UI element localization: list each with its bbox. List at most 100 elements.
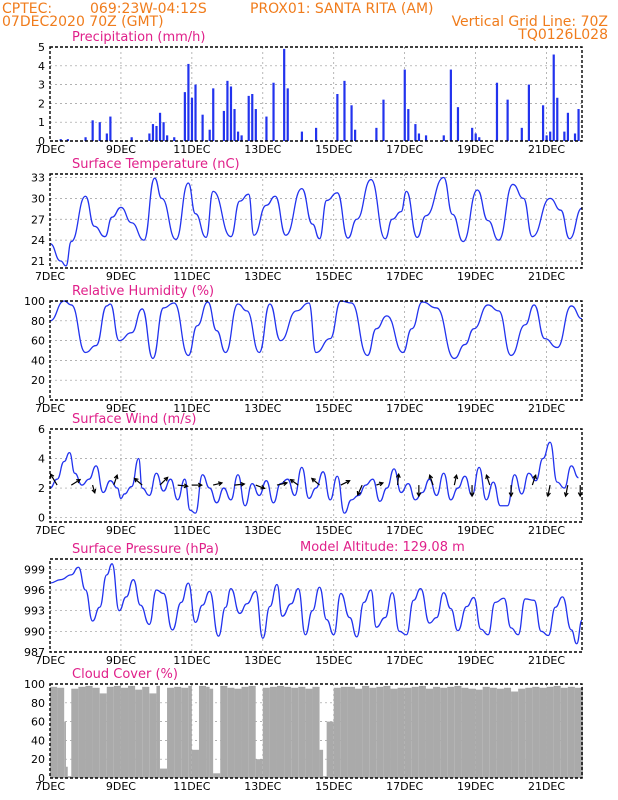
- precip-bar: [541, 105, 545, 141]
- cloud-bar: [135, 689, 143, 778]
- precip-bar: [105, 133, 108, 141]
- cloud-bar: [418, 685, 426, 778]
- x-tick-label: 9DEC: [106, 270, 136, 283]
- x-tick-label: 9DEC: [106, 524, 136, 537]
- y-tick-label: 100: [24, 295, 45, 308]
- precip-bar: [187, 63, 190, 141]
- precip-bar: [155, 125, 158, 141]
- precip-bar: [173, 137, 176, 141]
- precip-bar: [417, 133, 421, 141]
- y-tick-label: 100: [24, 678, 45, 691]
- x-tick-label: 7DEC: [35, 780, 65, 793]
- precip-bar: [336, 94, 339, 141]
- cloud-bar: [312, 686, 320, 778]
- y-tick-label: 27: [31, 213, 45, 226]
- cloud-bar: [475, 689, 483, 778]
- precip-bar: [527, 84, 530, 141]
- y-tick-label: 0: [38, 135, 45, 148]
- precip-bar: [545, 135, 548, 141]
- cloud-bar: [376, 686, 384, 778]
- wind-arrow: [395, 472, 401, 486]
- precip-bar: [84, 137, 87, 141]
- precip-bar: [265, 116, 268, 141]
- wind-arrow: [133, 477, 143, 486]
- cloud-bar: [298, 686, 306, 778]
- precip-bar: [407, 109, 410, 141]
- cloud-bar: [383, 685, 391, 778]
- wind-arrow: [213, 481, 224, 487]
- x-tick-label: 13DEC: [244, 780, 281, 793]
- pres-line: [49, 563, 583, 645]
- panel-frame: [49, 300, 583, 401]
- y-tick-label: 0: [38, 394, 45, 407]
- precip-bar: [354, 129, 357, 141]
- wind-arrow: [340, 479, 351, 486]
- precip-bar: [109, 116, 112, 141]
- cloud-bar: [191, 749, 199, 778]
- cloud-bar: [156, 685, 160, 778]
- rh-line: [49, 300, 583, 360]
- x-tick-label: 15DEC: [315, 270, 352, 283]
- cloud-bar: [234, 688, 242, 778]
- wind-arrow: [508, 485, 514, 498]
- precip-bar: [471, 127, 474, 141]
- cloud-bar: [220, 685, 228, 778]
- panel-wind: 0 2 4 6 Surface Wind (m/s) 7DEC 9DEC 11DEC 13DEC…: [35, 412, 583, 537]
- y-tick-label: 60: [31, 335, 45, 348]
- y-tick-label: 24: [31, 234, 45, 247]
- cloud-bar: [142, 686, 150, 778]
- cloud-bar: [159, 768, 168, 778]
- cloud-bar: [411, 686, 419, 778]
- y-tick-label: 2: [38, 97, 45, 110]
- cloud-bar: [511, 691, 519, 778]
- cloud-bar: [262, 687, 270, 778]
- precip-bar: [130, 137, 133, 141]
- precip-bar: [566, 112, 570, 141]
- wind-arrow: [255, 484, 266, 490]
- precip-bar: [201, 114, 204, 141]
- cloud-bar: [284, 686, 292, 778]
- wind-arrow: [356, 484, 363, 497]
- x-tick-label: 17DEC: [386, 524, 423, 537]
- precip-bar: [283, 48, 286, 141]
- wind-arrow: [310, 477, 320, 486]
- x-tick-label: 13DEC: [244, 524, 281, 537]
- wind-arrow: [531, 474, 537, 486]
- cloud-bar: [525, 687, 533, 778]
- cloud-bar: [198, 685, 207, 778]
- precip-bar: [556, 97, 559, 141]
- precip-bar: [240, 135, 243, 141]
- cloud-bar: [71, 688, 79, 778]
- precip-bar: [375, 127, 378, 141]
- precip-bar: [229, 86, 233, 141]
- precip-bar: [148, 133, 151, 141]
- cloud-bar: [65, 766, 68, 778]
- wind-arrow: [113, 474, 119, 486]
- y-tick-label: 20: [31, 374, 45, 387]
- x-tick-label: 19DEC: [457, 402, 494, 415]
- precip-bar: [552, 54, 555, 141]
- y-tick-label: 40: [31, 734, 45, 747]
- precip-bar: [449, 69, 452, 141]
- cloud-bar: [404, 687, 412, 778]
- x-tick-label: 19DEC: [457, 524, 494, 537]
- precip-bar: [495, 82, 499, 141]
- cloud-bar: [362, 685, 370, 778]
- panel-title: Precipitation (mm/h): [72, 30, 205, 45]
- x-tick-label: 19DEC: [457, 270, 494, 283]
- panel-title: Surface Pressure (hPa): [72, 542, 219, 557]
- cloud-bar: [78, 686, 86, 778]
- header-location: PROX01: SANTA RITA (AM): [250, 1, 433, 17]
- y-tick-label: 1: [38, 116, 45, 129]
- y-tick-label: 0: [38, 772, 45, 785]
- precip-bar: [442, 135, 445, 141]
- precip-bar: [236, 131, 240, 141]
- header-model-code: TQ0126L028: [517, 27, 608, 43]
- precip-bar: [158, 112, 162, 141]
- wind-arrow: [485, 474, 491, 486]
- panel-title: Surface Temperature (nC): [72, 157, 240, 172]
- x-tick-label: 19DEC: [457, 654, 494, 667]
- x-tick-label: 17DEC: [386, 654, 423, 667]
- header-source: CPTEC:: [2, 1, 52, 17]
- cloud-bar: [425, 688, 434, 778]
